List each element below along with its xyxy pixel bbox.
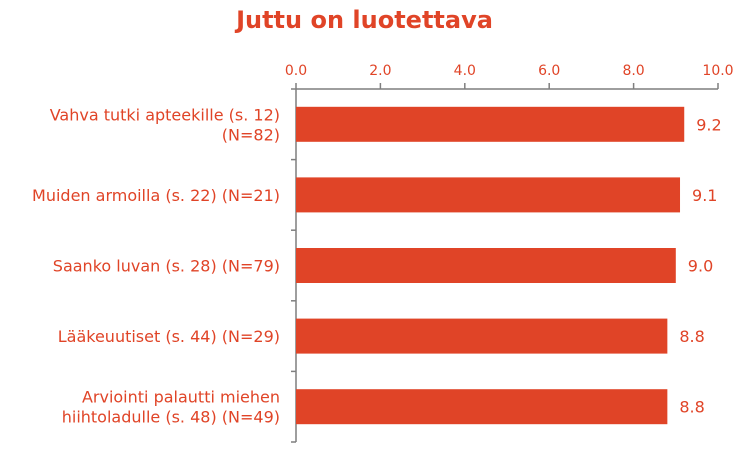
category-label-line: Vahva tutki apteekille (s. 12) <box>50 105 280 124</box>
bar <box>296 177 681 213</box>
category-label: Arviointi palautti miehen hiihtoladulle (… <box>62 388 280 427</box>
category-label: Vahva tutki apteekille (s. 12) (N=82) <box>50 105 280 144</box>
bar <box>296 248 676 283</box>
x-tick-label: 4.0 <box>454 63 476 79</box>
category-label-line: Arviointi palautti miehen <box>82 388 280 407</box>
bar <box>296 389 668 425</box>
bar-value-label: 8.8 <box>679 398 704 417</box>
bar-value-label: 9.0 <box>688 257 713 276</box>
chart-title: Juttu on luotettava <box>236 6 493 34</box>
category-label: Muiden armoilla (s. 22) (N=21) <box>32 186 280 205</box>
x-tick-label: 8.0 <box>622 63 644 79</box>
category-label-line: Muiden armoilla (s. 22) (N=21) <box>32 186 280 205</box>
x-tick-label: 6.0 <box>538 63 560 79</box>
bar <box>296 318 668 354</box>
category-label-line: Saanko luvan (s. 28) (N=79) <box>53 257 280 276</box>
bar <box>296 106 685 142</box>
x-tick-label: 10.0 <box>702 63 733 79</box>
bar-value-label: 8.8 <box>679 327 704 346</box>
bar-value-label: 9.2 <box>696 115 721 134</box>
x-tick-label: 0.0 <box>285 63 307 79</box>
category-label-line: (N=82) <box>222 125 280 144</box>
category-label: Saanko luvan (s. 28) (N=79) <box>53 257 280 276</box>
category-label-line: Lääkeuutiset (s. 44) (N=29) <box>58 327 280 346</box>
category-label: Lääkeuutiset (s. 44) (N=29) <box>58 327 280 346</box>
x-tick-label: 2.0 <box>369 63 391 79</box>
category-label-line: hiihtoladulle (s. 48) (N=49) <box>62 408 280 427</box>
bar-value-label: 9.1 <box>692 186 717 205</box>
